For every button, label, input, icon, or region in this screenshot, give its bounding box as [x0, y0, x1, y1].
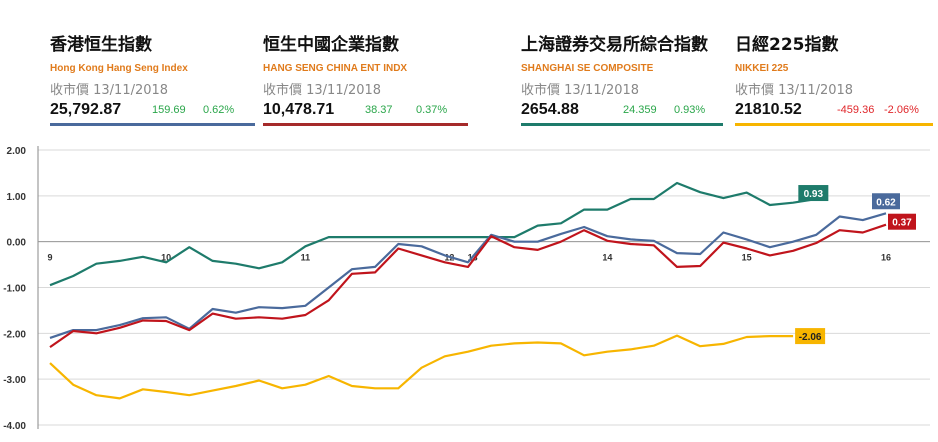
series-line — [49, 223, 887, 349]
end-value-label: 0.37 — [892, 218, 912, 229]
index-name-en: Hong Kong Hang Seng Index — [50, 63, 188, 74]
price-change: 24.359 — [623, 104, 657, 116]
index-name-cn: 恒生中國企業指數 — [263, 35, 399, 55]
close-price: 21810.52 — [735, 101, 802, 118]
index-card: 日經225指數 NIKKEI 225 收市價 13/11/2018 21810.… — [735, 30, 933, 126]
index-card: 香港恒生指數 Hong Kong Hang Seng Index 收市價 13/… — [50, 30, 255, 126]
index-card: 恒生中國企業指數 HANG SENG CHINA ENT INDX 收市價 13… — [263, 30, 468, 126]
series-line — [49, 334, 794, 400]
y-tick-label: -4.00 — [3, 421, 26, 432]
close-price: 10,478.71 — [263, 101, 335, 118]
end-value-label: 0.62 — [876, 197, 896, 208]
x-tick-label: 10 — [161, 253, 171, 263]
percent-change: 0.93% — [674, 104, 706, 116]
index-name-cn: 上海證券交易所綜合指數 — [521, 35, 708, 55]
percent-change: 0.62% — [203, 104, 235, 116]
end-value-label: -2.06 — [799, 332, 822, 343]
x-tick-label: 9 — [47, 253, 52, 263]
close-price: 25,792.87 — [50, 101, 122, 118]
percent-change: 0.37% — [416, 104, 448, 116]
close-price: 2654.88 — [521, 101, 579, 118]
close-date: 收市價 13/11/2018 — [50, 83, 169, 98]
index-name-cn: 香港恒生指數 — [50, 35, 152, 55]
end-value-box — [888, 213, 916, 230]
close-date: 收市價 13/11/2018 — [521, 83, 640, 98]
y-tick-label: 1.00 — [7, 192, 27, 203]
price-change: 159.69 — [152, 104, 186, 116]
x-tick-label: 16 — [881, 253, 891, 263]
index-color-bar — [735, 123, 933, 126]
close-date: 收市價 13/11/2018 — [735, 83, 854, 98]
series-line — [49, 212, 887, 339]
percent-change: -2.06% — [884, 104, 919, 116]
end-value-box — [798, 185, 829, 202]
index-color-bar — [50, 123, 255, 126]
index-name-en: NIKKEI 225 — [735, 63, 789, 74]
x-tick-label: 14 — [602, 253, 612, 263]
x-tick-label: 15 — [742, 253, 752, 263]
end-value-box — [872, 193, 900, 210]
x-tick-label: 11 — [301, 253, 311, 263]
price-change: -459.36 — [837, 104, 875, 116]
index-color-bar — [263, 123, 468, 126]
price-change: 38.37 — [365, 104, 393, 116]
index-name-en: SHANGHAI SE COMPOSITE — [521, 63, 654, 74]
end-value-box — [795, 328, 826, 345]
y-tick-label: -3.00 — [3, 375, 26, 386]
index-color-bar — [521, 123, 723, 126]
index-card: 上海證券交易所綜合指數 SHANGHAI SE COMPOSITE 收市價 13… — [521, 30, 723, 126]
y-tick-label: -2.00 — [3, 329, 26, 340]
end-value-label: 0.93 — [804, 189, 824, 200]
index-name-cn: 日經225指數 — [735, 35, 839, 55]
close-date: 收市價 13/11/2018 — [263, 83, 382, 98]
series-line — [49, 181, 817, 287]
y-tick-label: 0.00 — [7, 238, 27, 249]
index-name-en: HANG SENG CHINA ENT INDX — [263, 63, 408, 74]
y-tick-label: 2.00 — [7, 146, 27, 157]
y-tick-label: -1.00 — [3, 284, 26, 295]
